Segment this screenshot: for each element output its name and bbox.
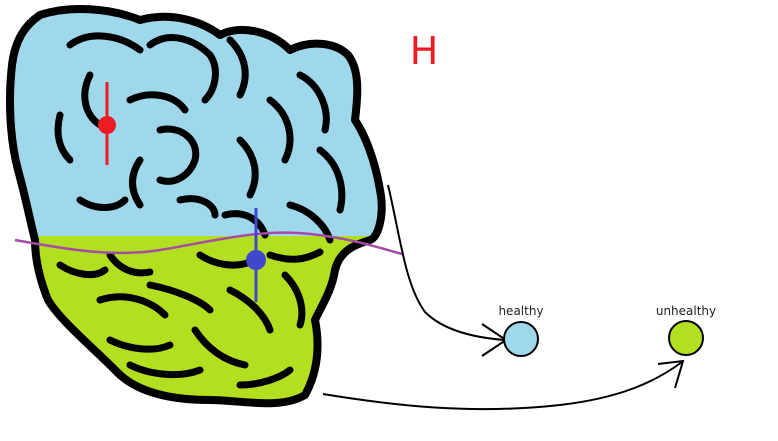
arrow-to-unhealthy — [322, 361, 683, 411]
legend-unhealthy-label: unhealthy — [656, 304, 716, 318]
arrow-to-healthy — [387, 184, 506, 341]
region-boundary-line — [14, 231, 403, 256]
red-marker-dot — [98, 116, 116, 134]
legend-healthy-label: healthy — [498, 304, 543, 318]
legend-healthy-dot — [503, 321, 539, 357]
arrow-to-unhealthy-head — [657, 359, 685, 389]
heading-letter: H — [410, 29, 439, 73]
legend-unhealthy-dot — [668, 320, 704, 356]
blue-marker-dot — [246, 250, 266, 270]
organ-folds — [54, 32, 346, 389]
